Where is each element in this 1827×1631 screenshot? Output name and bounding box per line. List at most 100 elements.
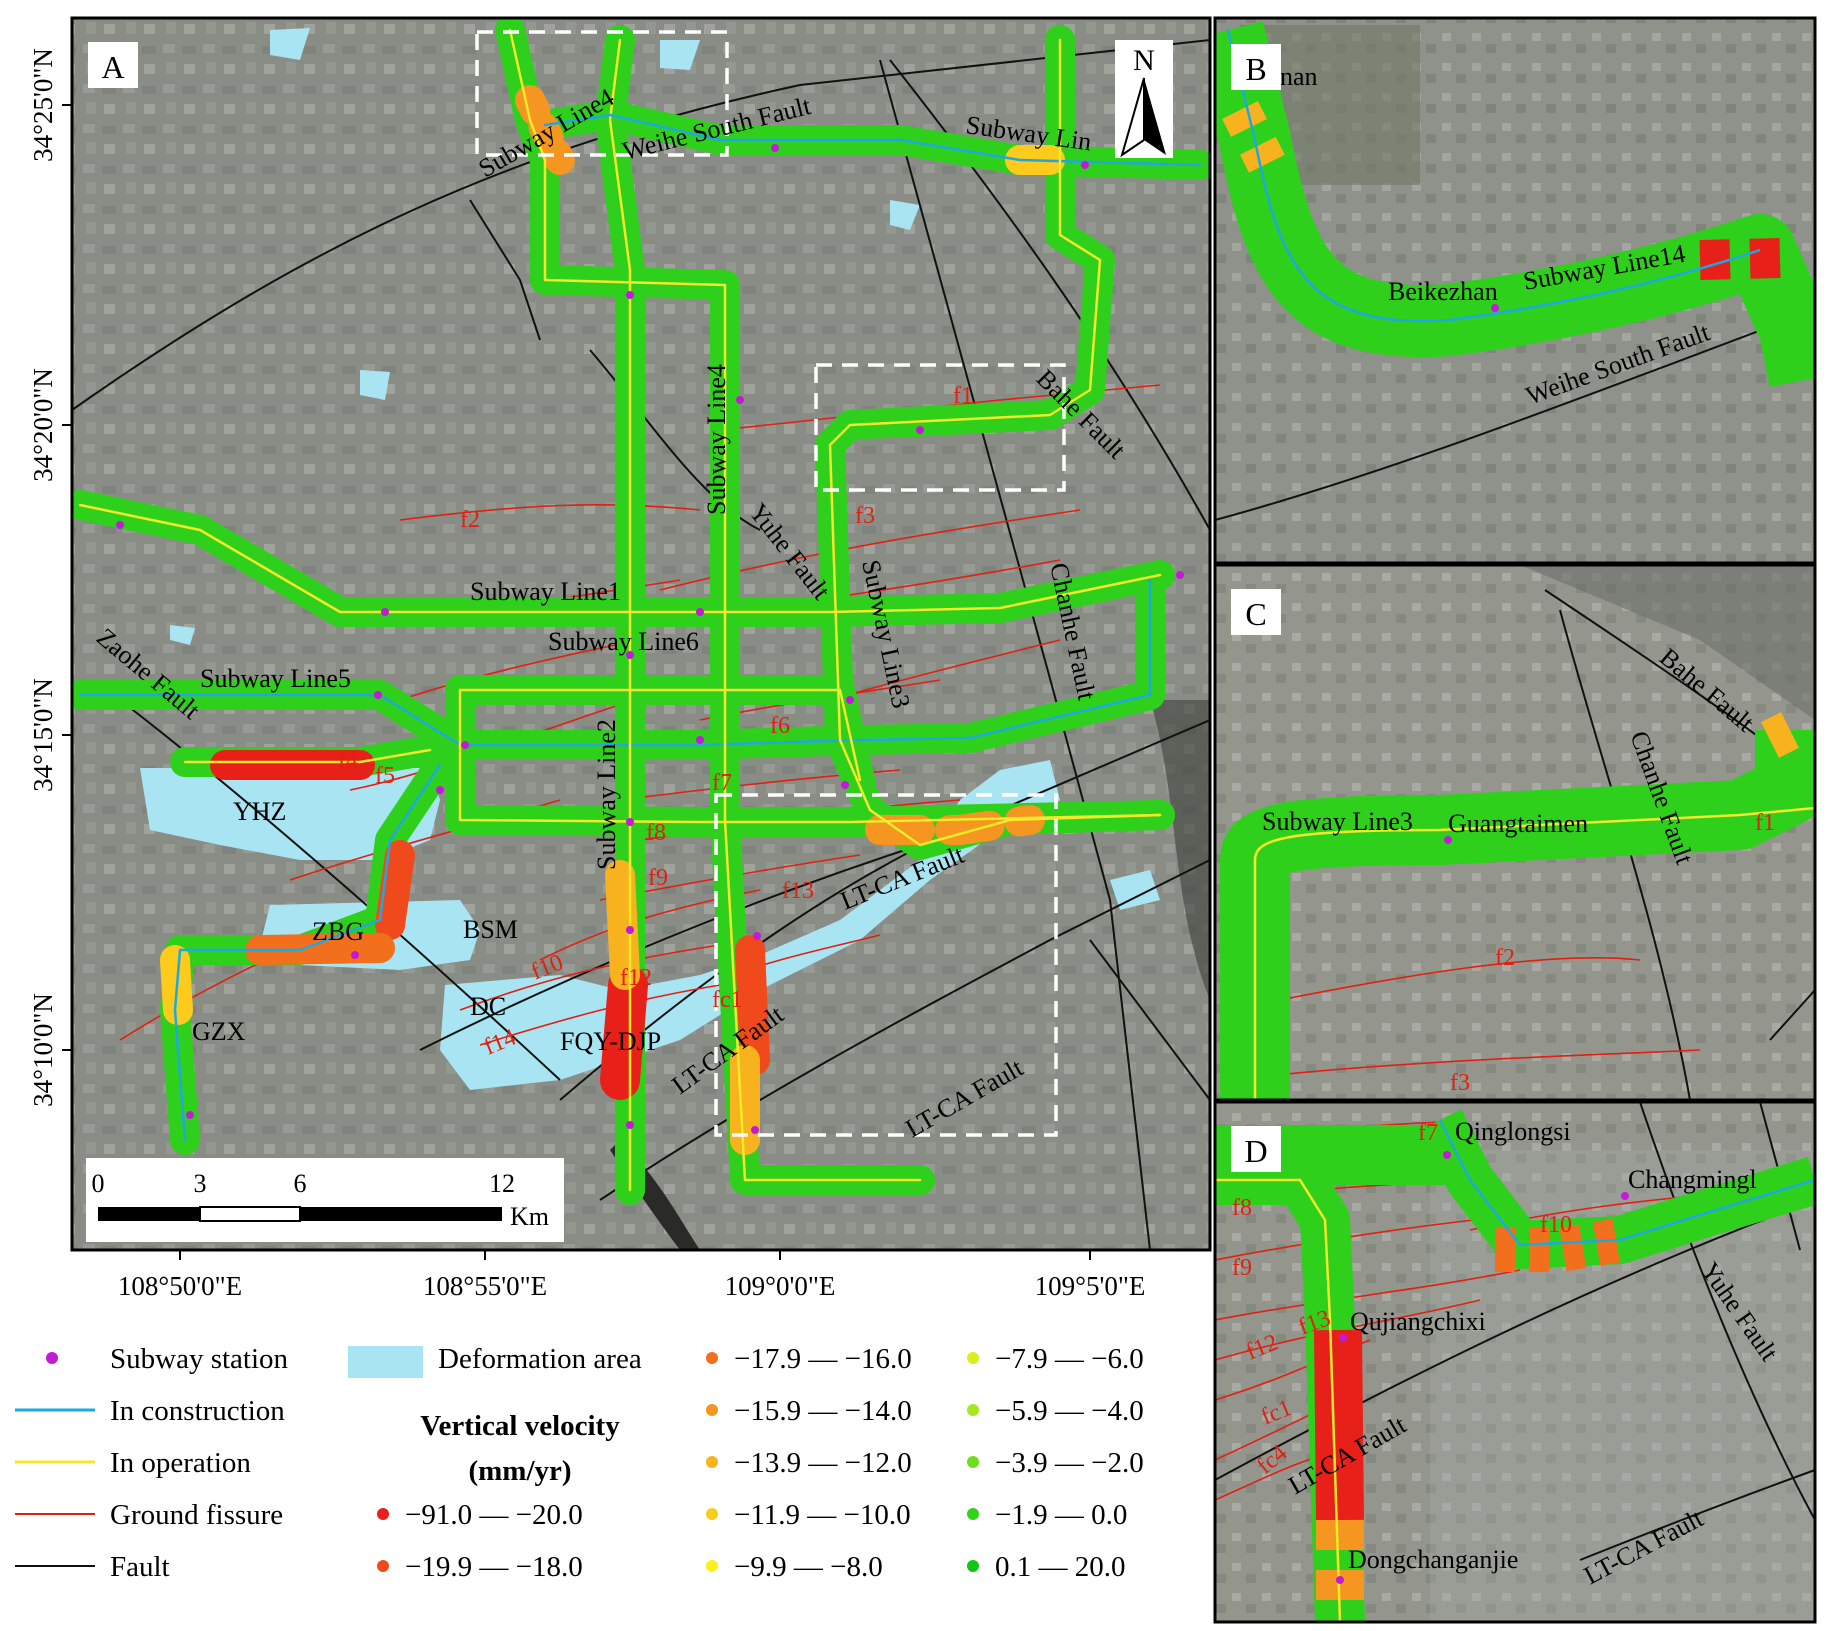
- velocity-class-label: −91.0 — −20.0: [405, 1499, 583, 1531]
- subsidence-hotspots: [160, 85, 1065, 1155]
- velocity-class-symbol: [706, 1456, 718, 1468]
- label-f7-d: f7: [1418, 1120, 1438, 1146]
- lat-label-4: 34°10'0"N: [28, 993, 58, 1107]
- label-f7: f7: [712, 770, 732, 796]
- lon-label-3: 109°0'0"E: [725, 1271, 836, 1301]
- label-f8-d: f8: [1232, 1195, 1252, 1221]
- legend-operation-label: In operation: [110, 1447, 251, 1479]
- label-f9: f9: [648, 865, 668, 891]
- legend-construction-label: In construction: [110, 1395, 285, 1427]
- station-guangtaimen: [1444, 836, 1452, 844]
- label-dc: DC: [470, 992, 506, 1021]
- station-qujiangchixi: [1339, 1334, 1347, 1342]
- panel-b-frame: [1213, 16, 1817, 565]
- velocity-class-label: −9.9 — −8.0: [734, 1551, 883, 1583]
- label-changmingl: Changmingl: [1628, 1165, 1757, 1194]
- label-f1: f1: [953, 383, 973, 409]
- panel-a-letter: A: [101, 49, 124, 85]
- velocity-class-label: −15.9 — −14.0: [734, 1395, 912, 1427]
- velocity-class-symbol: [377, 1508, 389, 1520]
- north-label: N: [1133, 44, 1155, 77]
- label-zbg: ZBG: [312, 917, 364, 946]
- velocity-class-symbol: [706, 1560, 718, 1572]
- label-f9-d: f9: [1232, 1255, 1252, 1281]
- label-f10-d: f10: [1540, 1212, 1572, 1238]
- label-f6: f6: [770, 713, 790, 739]
- velocity-class-label: 0.1 — 20.0: [995, 1551, 1126, 1583]
- velocity-class-symbol: [706, 1508, 718, 1520]
- velocity-class-symbol: [967, 1352, 979, 1364]
- legend-station-label: Subway station: [110, 1343, 289, 1375]
- label-f2-c: f2: [1495, 945, 1515, 971]
- velocity-class-symbol: [967, 1404, 979, 1416]
- label-subway-line5: Subway Line5: [200, 664, 351, 693]
- subway-centerlines: [78, 28, 1202, 1192]
- panel-c-frame: [1213, 563, 1817, 1102]
- velocity-class-symbol: [967, 1456, 979, 1468]
- subway-stations: [116, 144, 1184, 1134]
- legend-deformation-label: Deformation area: [438, 1343, 642, 1375]
- scale-bar: 0 3 6 12 Km: [86, 1158, 564, 1242]
- label-f3-c: f3: [1450, 1070, 1470, 1096]
- velocity-class-symbol: [706, 1352, 718, 1364]
- legend-velocity-unit: (mm/yr): [468, 1455, 571, 1487]
- velocity-class-symbol: [967, 1560, 979, 1572]
- label-gzx: GZX: [192, 1017, 246, 1046]
- velocity-class-label: −5.9 — −4.0: [995, 1395, 1144, 1427]
- label-f8: f8: [646, 820, 666, 846]
- label-subway-line2: Subway Line2: [592, 719, 621, 870]
- label-fqy-djp: FQY-DJP: [560, 1027, 661, 1056]
- label-qujiangchixi: Qujiangchixi: [1350, 1307, 1486, 1336]
- panel-a: Subway Line4 Weihe South Fault Subway Li…: [72, 18, 1210, 1250]
- scale-tick-6: 6: [294, 1169, 307, 1198]
- label-subway-line6: Subway Line6: [548, 627, 699, 656]
- panel-d-frame: [1213, 1100, 1817, 1624]
- axis-ticks: [62, 104, 1091, 1260]
- label-beikezhan: Beikezhan: [1388, 277, 1498, 306]
- label-f2: f2: [460, 507, 480, 533]
- panel-b-letter: B: [1245, 51, 1266, 87]
- velocity-class-label: −1.9 — 0.0: [995, 1499, 1127, 1531]
- velocity-class-symbol: [967, 1508, 979, 1520]
- lon-label-4: 109°5'0"E: [1035, 1271, 1146, 1301]
- station-dongchanganjie: [1336, 1576, 1344, 1584]
- label-subway-line3-c: Subway Line3: [1262, 807, 1413, 836]
- station-qinglongsi: [1443, 1151, 1451, 1159]
- velocity-class-symbol: [377, 1560, 389, 1572]
- panel-c: Subway Line3 Guangtaimen Bahe Fault Chan…: [1215, 565, 1815, 1100]
- panel-d-letter: D: [1244, 1133, 1267, 1169]
- label-f12: f12: [620, 965, 652, 991]
- velocity-class-label: −11.9 — −10.0: [734, 1499, 911, 1531]
- panel-a-frame: [70, 16, 1212, 1252]
- north-arrow: N: [1115, 40, 1173, 158]
- panel-a-letter-box: [88, 42, 138, 88]
- panel-b-nan-text: nan: [1280, 62, 1318, 91]
- label-yhz: YHZ: [233, 797, 286, 826]
- velocity-class-label: −19.9 — −18.0: [405, 1551, 583, 1583]
- velocity-class-symbol: [706, 1404, 718, 1416]
- lat-label-1: 34°25'0"N: [28, 48, 58, 162]
- panel-d: Qinglongsi Changmingl Qujiangchixi Dongc…: [1215, 1102, 1815, 1622]
- scale-tick-3: 3: [194, 1169, 207, 1198]
- station-beikezhan: [1491, 304, 1499, 312]
- label-f4: f4: [338, 748, 358, 774]
- lat-label-3: 34°15'0"N: [28, 678, 58, 792]
- label-f1-c: f1: [1755, 810, 1775, 836]
- lon-label-2: 108°55'0"E: [423, 1271, 547, 1301]
- panel-c-letter: C: [1245, 596, 1266, 632]
- label-qinglongsi: Qinglongsi: [1455, 1117, 1571, 1146]
- legend-station-symbol: [46, 1352, 58, 1364]
- label-dongchanganjie: Dongchanganjie: [1348, 1545, 1518, 1574]
- lon-label-1: 108°50'0"E: [118, 1271, 242, 1301]
- label-f13: f13: [782, 878, 814, 904]
- label-subway-line1: Subway Line1: [470, 577, 621, 606]
- velocity-class-label: −13.9 — −12.0: [734, 1447, 912, 1479]
- scale-tick-12: 12: [489, 1169, 515, 1198]
- legend-fault-label: Fault: [110, 1551, 170, 1583]
- legend-deformation-symbol: [348, 1346, 423, 1378]
- scale-unit: Km: [510, 1202, 549, 1231]
- velocity-class-label: −7.9 — −6.0: [995, 1343, 1144, 1375]
- velocity-class-label: −3.9 — −2.0: [995, 1447, 1144, 1479]
- label-guangtaimen: Guangtaimen: [1448, 809, 1588, 838]
